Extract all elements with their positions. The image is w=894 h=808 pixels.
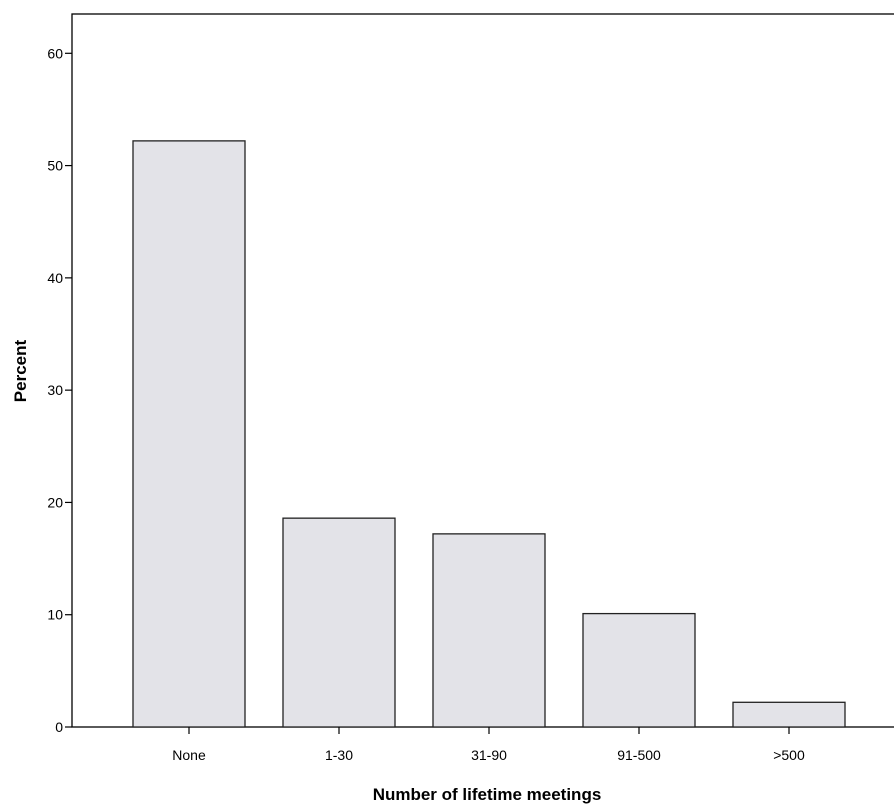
y-tick-label: 50 xyxy=(47,158,63,174)
x-axis-title: Number of lifetime meetings xyxy=(373,785,602,804)
bar-31-90 xyxy=(432,533,546,728)
bar-None xyxy=(132,140,246,728)
bar-91-500 xyxy=(582,612,696,728)
x-tick-label: 91-500 xyxy=(617,747,661,763)
x-tick-label: 1-30 xyxy=(325,747,353,763)
y-tick-label: 40 xyxy=(47,270,63,286)
y-tick-label: 60 xyxy=(47,45,63,61)
bar->500 xyxy=(732,701,846,728)
y-axis: 0 10 20 30 40 50 60 xyxy=(47,45,72,735)
y-tick-label: 30 xyxy=(47,382,63,398)
x-tick-label: 31-90 xyxy=(471,747,507,763)
bars xyxy=(132,140,846,728)
x-tick-label: None xyxy=(172,747,206,763)
x-axis: None 1-30 31-90 91-500 >500 xyxy=(172,727,805,763)
x-tick-label: >500 xyxy=(773,747,805,763)
y-tick-label: 20 xyxy=(47,494,63,510)
bar-1-30 xyxy=(282,517,396,728)
y-tick-label: 0 xyxy=(55,719,63,735)
y-tick-label: 10 xyxy=(47,607,63,623)
y-axis-title: Percent xyxy=(11,339,30,402)
